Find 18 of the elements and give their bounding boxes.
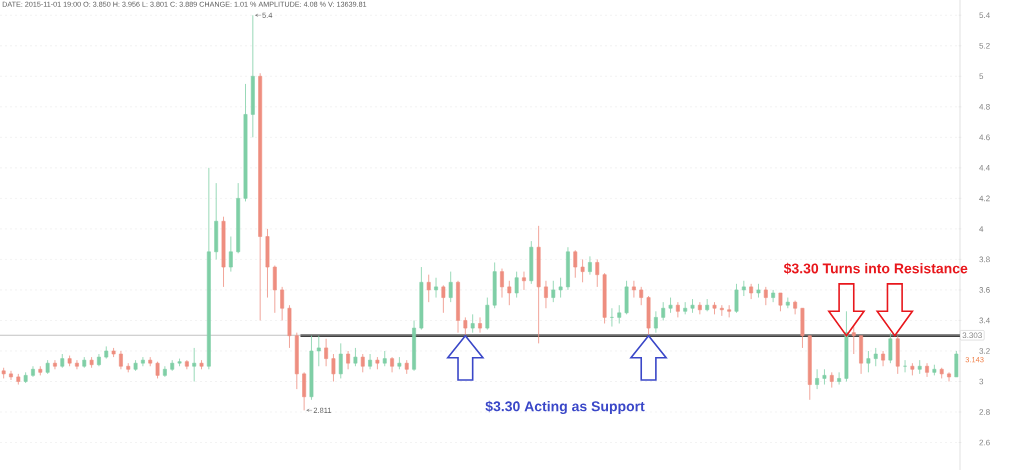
ref-line-label: 3.303 (962, 332, 982, 339)
y-tick-label: 4 (979, 226, 984, 232)
y-tick-label: 5.4 (979, 12, 990, 19)
y-tick-label: 3.6 (979, 287, 990, 293)
annotation: $3.30 Turns into Resistance (783, 262, 968, 275)
annotation: $3.30 Acting as Support (485, 400, 645, 415)
y-tick-label: 3.4 (979, 317, 990, 324)
y-tick-label: 4.8 (979, 103, 990, 110)
y-tick-label: 4.6 (979, 134, 990, 141)
y-tick-label: 3.2 (979, 348, 990, 354)
y-tick-label: 2.8 (979, 409, 990, 415)
y-tick-label: 2.6 (979, 439, 990, 446)
y-tick-label: 4.4 (979, 165, 990, 171)
y-tick-label: 3.8 (979, 256, 990, 263)
y-tick-label: 5 (979, 73, 984, 80)
y-tick-label: 3 (979, 378, 984, 385)
y-tick-label: 5.2 (979, 42, 990, 49)
y-tick-label: 4.2 (979, 195, 990, 202)
